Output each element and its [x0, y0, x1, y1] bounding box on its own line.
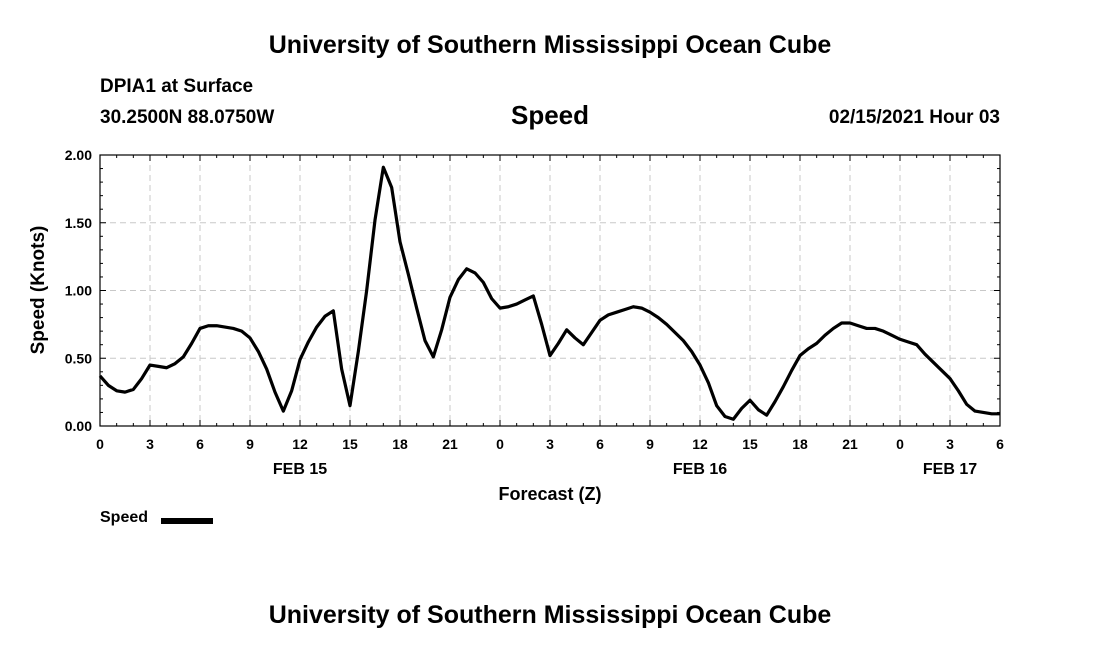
- x-tick-label: 6: [196, 436, 204, 452]
- x-tick-label: 9: [246, 436, 254, 452]
- x-tick-label: 15: [342, 436, 358, 452]
- x-tick-label: 6: [596, 436, 604, 452]
- x-tick-label: 18: [792, 436, 808, 452]
- station-label: DPIA1 at Surface: [100, 76, 254, 97]
- legend-swatch: [161, 518, 213, 524]
- legend-label: Speed: [100, 509, 149, 526]
- axis-labels: 0 3 6 9 12 15 18 21 0 3 6 9 12 15 18 21 0 3 6 0.00 0.50 1.00 1…: [65, 147, 1004, 478]
- y-tick-label: 0.50: [65, 350, 92, 366]
- series-line-speed: [98, 165, 1000, 421]
- x-tick-label: 21: [842, 436, 858, 452]
- x-tick-label: 12: [692, 436, 708, 452]
- date-label: FEB 15: [273, 461, 327, 478]
- x-tick-label: 15: [742, 436, 758, 452]
- coordinates-label: 30.2500N 88.0750W: [100, 107, 275, 128]
- axis-ticks: [99, 154, 1001, 427]
- timestamp-label: 02/15/2021 Hour 03: [828, 107, 1000, 128]
- x-tick-label: 0: [496, 436, 504, 452]
- chart-title: Speed: [510, 100, 590, 130]
- x-tick-label: 0: [896, 436, 904, 452]
- y-tick-label: 2.00: [65, 147, 92, 163]
- y-tick-label: 1.00: [65, 283, 92, 299]
- date-label: FEB 16: [673, 461, 727, 478]
- grid-lines: [100, 155, 1000, 426]
- x-tick-label: 21: [442, 436, 458, 452]
- x-tick-label: 6: [996, 436, 1004, 452]
- x-tick-label: 3: [146, 436, 154, 452]
- x-axis-label: Forecast (Z): [498, 484, 601, 504]
- y-tick-label: 1.50: [65, 215, 92, 231]
- date-label: FEB 17: [923, 461, 977, 478]
- x-tick-label: 3: [546, 436, 554, 452]
- top-title: University of Southern Mississippi Ocean…: [268, 31, 832, 59]
- x-tick-label: 12: [292, 436, 308, 452]
- y-axis-label: Speed (Knots): [28, 226, 49, 355]
- x-tick-label: 0: [96, 436, 104, 452]
- x-tick-label: 18: [392, 436, 408, 452]
- y-tick-label: 0.00: [65, 418, 92, 434]
- bottom-title: University of Southern Mississippi Ocean…: [268, 601, 832, 629]
- x-tick-label: 3: [946, 436, 954, 452]
- x-tick-label: 9: [646, 436, 654, 452]
